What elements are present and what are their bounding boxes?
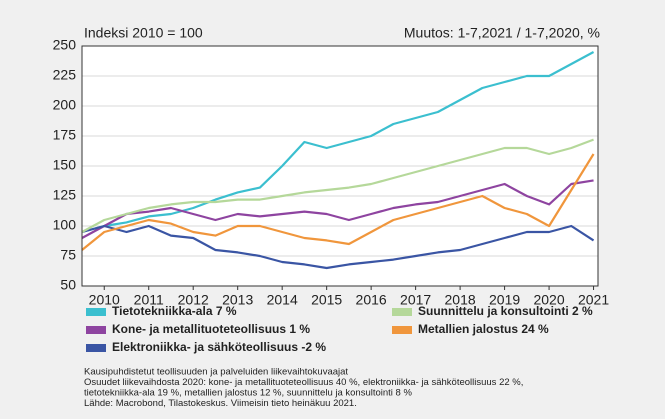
y-tick-label: 125 (53, 187, 77, 203)
legend-swatch (392, 326, 412, 334)
legend-label: Elektroniikka- ja sähköteollisuus -2 % (112, 340, 326, 354)
series-line (81, 179, 594, 239)
x-tick-label: 2016 (356, 292, 387, 308)
legend-label: Kone- ja metallituoteteollisuus 1 % (112, 322, 310, 336)
y-tick-label: 175 (53, 127, 77, 143)
legend-label: Metallien jalostus 24 % (418, 322, 549, 336)
x-tick-label: 2017 (400, 292, 431, 308)
x-tick-label: 2010 (89, 292, 120, 308)
y-tick-label: 50 (60, 277, 76, 293)
x-tick-label: 2019 (489, 292, 520, 308)
subtitle-left: Indeksi 2010 = 100 (84, 25, 203, 41)
y-tick-label: 75 (60, 247, 76, 263)
x-tick-label: 2013 (222, 292, 253, 308)
x-tick-label: 2012 (178, 292, 209, 308)
legend-swatch (392, 308, 412, 316)
y-tick-label: 250 (53, 37, 77, 53)
series-line (81, 224, 595, 270)
legend-swatch (86, 308, 106, 316)
x-tick-label: 2018 (445, 292, 476, 308)
note: tietotekniikka-ala 19 %, metallien jalos… (84, 388, 412, 399)
x-tick-label: 2011 (134, 292, 164, 308)
x-tick-label: 2014 (267, 292, 298, 308)
series-line (81, 51, 595, 234)
legend-label: Suunnittelu ja konsultointi 2 % (418, 304, 593, 318)
series-line (81, 153, 595, 251)
plot-border (81, 45, 599, 287)
series-line (81, 138, 594, 233)
subtitle-right: Muutos: 1-7,2021 / 1-7,2020, % (404, 25, 600, 41)
x-tick-label: 2021 (578, 292, 609, 308)
y-tick-label: 100 (53, 217, 77, 233)
legend-swatch (86, 326, 106, 334)
legend-swatch (86, 344, 106, 352)
x-tick-label: 2015 (311, 292, 342, 308)
y-tick-label: 150 (53, 157, 77, 173)
y-tick-label: 200 (53, 97, 77, 113)
legend-label: Tietotekniikka-ala 7 % (112, 304, 237, 318)
x-tick-label: 2020 (533, 292, 564, 308)
note: Lähde: Macrobond, Tilastokeskus. Viimeis… (84, 398, 357, 409)
y-tick-label: 225 (53, 67, 77, 83)
note: Osuudet liikevaihdosta 2020: kone- ja me… (84, 377, 523, 388)
note: Kausipuhdistetut teollisuuden ja palvelu… (84, 367, 348, 378)
